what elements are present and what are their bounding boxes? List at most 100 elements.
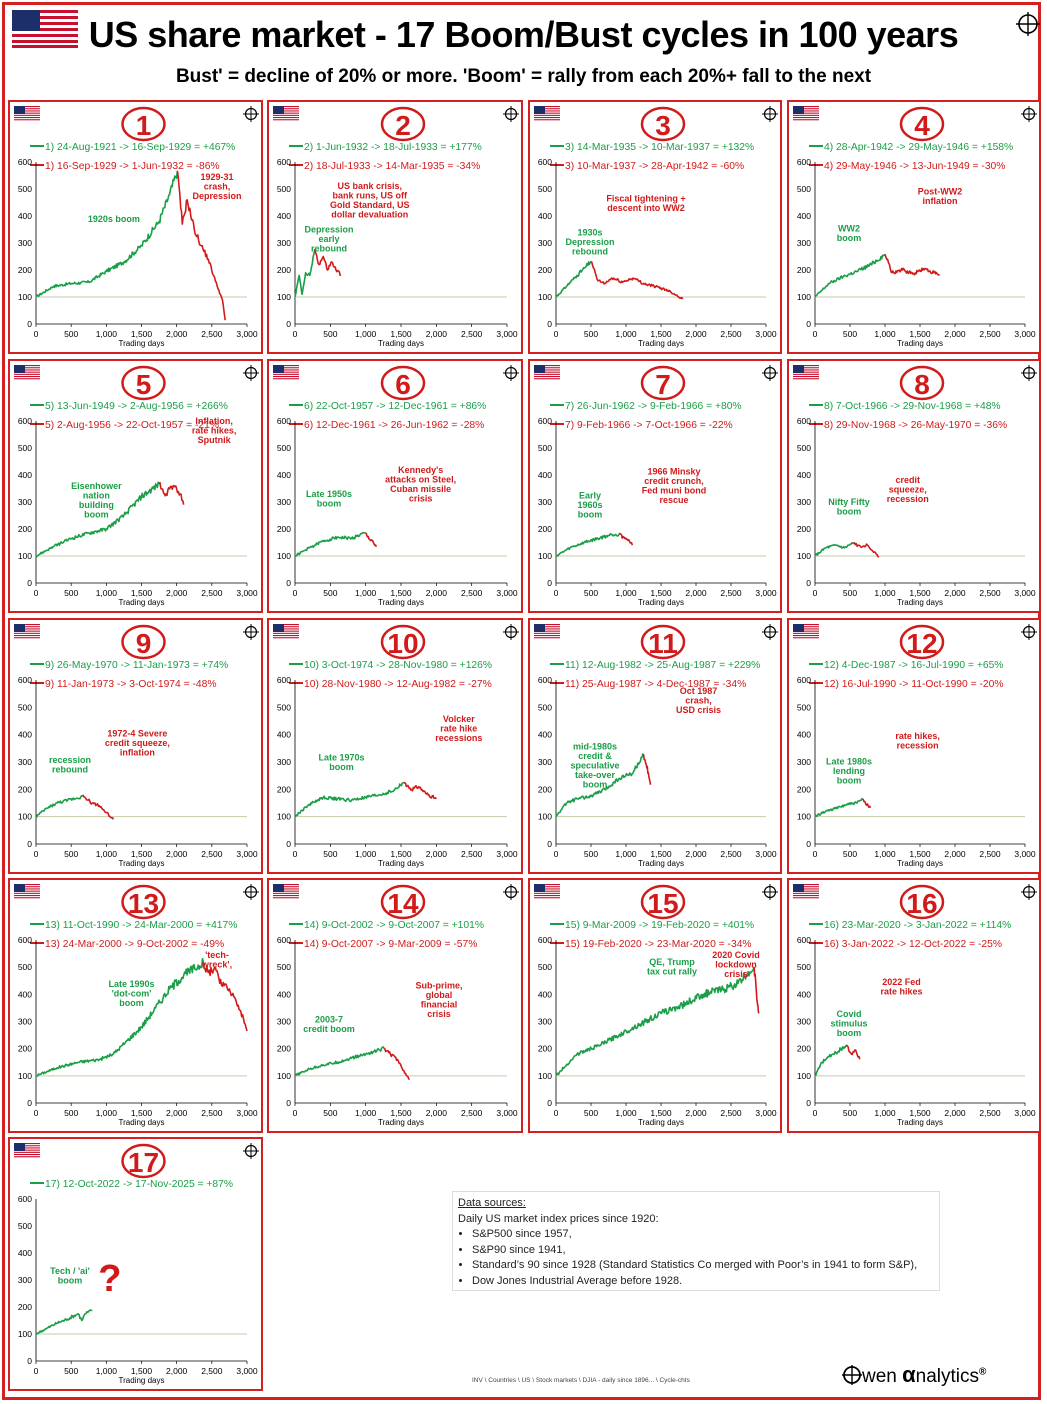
logo-text-left: wen	[862, 1366, 903, 1387]
x-axis-label: Trading days	[378, 598, 424, 607]
boom-annotation: rebound	[572, 246, 608, 256]
bust-annotation: Kennedy's	[398, 465, 443, 475]
x-tick-label: 2,000	[685, 849, 707, 859]
x-tick-label: 2,500	[720, 1108, 742, 1118]
y-tick-label: 0	[806, 319, 811, 329]
bust-annotation: inflation	[923, 196, 958, 206]
x-tick-label: 2,000	[426, 588, 448, 598]
logo-o-crosshair-icon	[842, 1365, 862, 1385]
bust-series-line	[403, 781, 437, 800]
boom-annotation: recession	[49, 755, 91, 765]
x-tick-label: 2,500	[461, 849, 483, 859]
y-tick-label: 500	[797, 702, 811, 712]
x-axis-label: Trading days	[897, 339, 943, 348]
y-tick-label: 0	[27, 839, 32, 849]
x-tick-label: 0	[293, 329, 298, 339]
x-tick-label: 1,500	[131, 1108, 153, 1118]
cycle-chart-panel-6: 6 6) 22-Oct-1957 -> 12-Dec-1961 = +86% 6) …	[267, 359, 523, 613]
x-axis-label: Trading days	[897, 859, 943, 868]
boom-annotation: Tech / 'ai'	[50, 1266, 90, 1276]
bust-annotation: recession	[887, 494, 929, 504]
x-tick-label: 3,000	[755, 329, 777, 339]
crosshair-icon	[1021, 365, 1037, 381]
bust-annotation: Volcker	[443, 714, 475, 724]
y-tick-label: 300	[18, 1017, 32, 1027]
boom-annotation: boom	[329, 762, 354, 772]
x-tick-label: 1,000	[96, 849, 118, 859]
cycle-number: 5	[136, 369, 152, 400]
legend-boom: 11) 12-Aug-1982 -> 25-Aug-1987 = +229%	[565, 660, 760, 671]
boom-annotation: mid-1980s	[573, 741, 617, 751]
bust-annotation: Cuban missile	[390, 484, 451, 494]
cycle-number: 14	[387, 888, 419, 919]
y-tick-label: 400	[18, 211, 32, 221]
bust-series-line	[202, 962, 248, 1032]
x-tick-label: 2,000	[944, 1108, 966, 1118]
legend-boom: 3) 14-Mar-1935 -> 10-Mar-1937 = +132%	[565, 142, 754, 153]
legend-bust: 11) 25-Aug-1987 -> 4-Dec-1987 = -34%	[565, 679, 746, 690]
y-tick-label: 600	[538, 675, 552, 685]
y-tick-label: 200	[277, 524, 291, 534]
bust-annotation: 'tech-	[205, 950, 229, 960]
data-sources-box: Data sources: Daily US market index pric…	[452, 1191, 940, 1291]
y-tick-label: 100	[18, 292, 32, 302]
cycle-chart-1: 11) 24-Aug-1921 -> 16-Sep-1929 = +467% 1)…	[14, 106, 259, 348]
cycle-number: 15	[647, 888, 678, 919]
x-tick-label: 500	[64, 588, 78, 598]
boom-series-line	[814, 541, 854, 557]
y-tick-label: 200	[277, 784, 291, 794]
cycle-chart-panel-2: 2 2) 1-Jun-1932 -> 18-Jul-1933 = +177% 2) …	[267, 100, 523, 354]
cycle-number: 4	[914, 110, 930, 141]
boom-annotation: Depression	[565, 237, 614, 247]
x-tick-label: 1,000	[615, 1108, 637, 1118]
x-tick-label: 1,500	[390, 588, 412, 598]
cycle-number-badge	[899, 884, 945, 920]
x-tick-label: 2,000	[166, 849, 188, 859]
y-tick-label: 200	[538, 784, 552, 794]
bust-annotation: Sputnik	[198, 435, 232, 445]
bust-annotation: recession	[897, 740, 939, 750]
y-tick-label: 0	[286, 578, 291, 588]
bust-series-line	[852, 542, 880, 558]
cycle-number-badge	[380, 365, 426, 401]
x-tick-label: 3,000	[496, 849, 518, 859]
x-tick-label: 3,000	[236, 329, 258, 339]
cycle-number-badge	[121, 1143, 166, 1179]
y-tick-label: 200	[18, 1044, 32, 1054]
y-tick-label: 200	[538, 1044, 552, 1054]
bust-annotation: rate hike	[440, 724, 477, 734]
y-tick-label: 300	[18, 497, 32, 507]
y-tick-label: 500	[18, 1221, 32, 1231]
x-tick-label: 1,000	[615, 849, 637, 859]
boom-annotation: boom	[58, 1275, 83, 1285]
y-tick-label: 500	[277, 702, 291, 712]
boom-series-line	[294, 781, 405, 818]
x-tick-label: 0	[34, 588, 39, 598]
boom-series-line	[35, 481, 160, 558]
legend-boom: 16) 23-Mar-2020 -> 3-Jan-2022 = +114%	[824, 920, 1011, 931]
y-tick-label: 200	[18, 784, 32, 794]
y-tick-label: 500	[538, 184, 552, 194]
boom-annotation: building	[79, 500, 114, 510]
cycle-chart-panel-11: 11 11) 12-Aug-1982 -> 25-Aug-1987 = +229%…	[528, 618, 782, 874]
y-tick-label: 400	[277, 989, 291, 999]
cycle-number: 2	[395, 110, 411, 141]
x-tick-label: 1,500	[390, 849, 412, 859]
y-tick-label: 300	[277, 238, 291, 248]
y-tick-label: 100	[277, 551, 291, 561]
y-tick-label: 400	[538, 211, 552, 221]
cycle-number-badge	[640, 624, 686, 660]
boom-annotation: boom	[837, 775, 862, 785]
boom-annotation: boom	[84, 510, 109, 520]
boom-annotation: 1930s	[577, 227, 602, 237]
y-tick-label: 200	[18, 265, 32, 275]
crosshair-icon	[1016, 12, 1040, 36]
x-axis-label: Trading days	[119, 859, 165, 868]
cycle-chart-panel-14: 14 14) 9-Oct-2002 -> 9-Oct-2007 = +101% 14…	[267, 878, 523, 1133]
x-tick-label: 500	[584, 329, 598, 339]
x-tick-label: 500	[64, 1108, 78, 1118]
bust-annotation: crisis	[409, 493, 433, 503]
x-tick-label: 1,000	[874, 588, 896, 598]
y-tick-label: 500	[18, 962, 32, 972]
bust-series-line	[590, 260, 684, 300]
